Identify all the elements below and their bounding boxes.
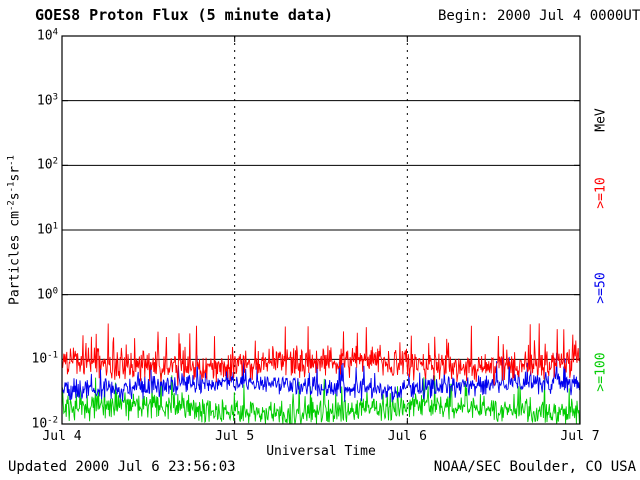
series-100MeV: [61, 373, 581, 425]
y-axis-label-part: -1: [6, 155, 17, 166]
y-tick-label: 10-2: [31, 415, 59, 432]
x-axis-label: Universal Time: [266, 444, 376, 459]
y-tick-label: 101: [36, 221, 58, 238]
y-tick-label: 10-1: [31, 350, 59, 367]
y-axis-label-part: -2: [6, 200, 17, 212]
x-tick-label: Jul 4: [42, 429, 82, 444]
begin-timestamp: Begin: 2000 Jul 4 0000UT: [438, 8, 640, 24]
y-tick-label: 100: [36, 286, 58, 303]
plot-border: [61, 35, 581, 425]
series-10MeV: [61, 323, 581, 386]
x-tick-label: Jul 6: [387, 429, 427, 444]
energy-label-MeV: MeV: [593, 108, 609, 132]
energy-label-50: >=50: [593, 272, 609, 304]
y-axis-label-part: -1: [6, 181, 17, 193]
x-tick-label: Jul 7: [560, 429, 600, 444]
energy-label-100: >=100: [593, 352, 609, 392]
updated-timestamp: Updated 2000 Jul 6 23:56:03: [8, 459, 236, 475]
y-axis-label: Particles cm-2s-1sr-1: [6, 155, 23, 305]
energy-label-10: >=10: [593, 177, 609, 209]
y-tick-label: 102: [36, 156, 58, 173]
chart-title: GOES8 Proton Flux (5 minute data): [35, 6, 334, 24]
y-tick-label: 103: [36, 92, 58, 109]
y-axis-label-part: Particles cm: [7, 211, 23, 305]
credit-label: NOAA/SEC Boulder, CO USA: [433, 459, 636, 475]
y-axis-label-part: sr: [7, 165, 23, 182]
y-tick-label: 104: [36, 27, 58, 44]
x-tick-label: Jul 5: [215, 429, 255, 444]
